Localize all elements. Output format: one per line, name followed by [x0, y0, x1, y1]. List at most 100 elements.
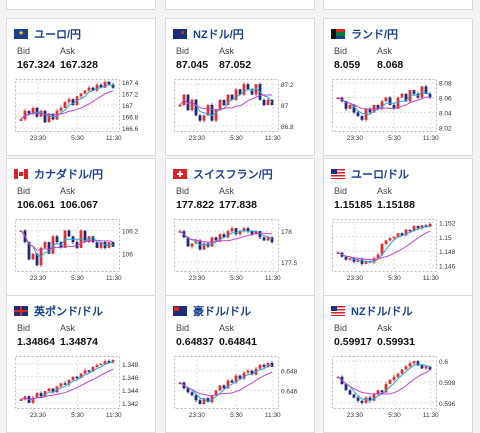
candle-body: [194, 99, 198, 116]
ma-fast-line: [179, 229, 273, 246]
candle-body: [266, 362, 270, 367]
candle-body: [67, 380, 71, 385]
candle-body: [91, 87, 95, 91]
ma-fast-line: [337, 91, 431, 115]
rate-card[interactable]: NZドル/ドル Bid Ask 0.59917 0.59931 0.6 0.598 0.596…: [323, 295, 473, 433]
card-header: カナダドル/円: [14, 167, 103, 181]
ask-value: 177.838: [219, 199, 257, 211]
candle-body: [43, 110, 47, 123]
candle-body: [238, 375, 242, 379]
x-tick-label: 23:30: [347, 135, 364, 142]
candle-body: [392, 236, 396, 239]
x-tick-label: 23:30: [30, 135, 47, 142]
candle-body: [246, 228, 250, 232]
pair-title[interactable]: ユーロ/円: [34, 29, 82, 41]
pair-title[interactable]: ランド/円: [351, 29, 399, 41]
candle-body: [222, 385, 226, 389]
card-header: 豪ドル/ドル: [173, 304, 251, 318]
candle-body: [392, 376, 396, 380]
candle-body: [214, 237, 218, 241]
x-tick-label: 23:30: [30, 412, 47, 419]
za-flag-icon: [331, 29, 345, 39]
ma-slow-line: [337, 369, 431, 395]
candle-body: [31, 107, 35, 114]
candle-body: [242, 228, 246, 232]
candle-body: [404, 229, 408, 236]
rate-card[interactable]: ユーロ/ドル Bid Ask 1.15185 1.15188 1.152 1.15 1.148…: [323, 158, 473, 296]
candle-body: [83, 90, 87, 94]
rate-card[interactable]: NZドル/円 Bid Ask 87.045 87.052 87.2 87 86.8 23:30 5…: [165, 18, 315, 156]
candle-body: [59, 107, 63, 111]
candle-body: [254, 231, 258, 235]
candle-body: [230, 94, 234, 100]
pair-title[interactable]: 英ポンド/ドル: [34, 306, 104, 318]
rate-card[interactable]: 豪ドル/ドル Bid Ask 0.64837 0.64841 0.648 0.646 23:3…: [165, 295, 315, 433]
candle-body: [242, 84, 246, 95]
y-tick-label: 0.648: [281, 369, 298, 376]
candle-body: [396, 373, 400, 377]
card-partial: [323, 0, 473, 10]
candle-body: [71, 99, 75, 105]
us-flag-icon: [331, 169, 345, 179]
bid-label: Bid: [334, 323, 348, 333]
candle-body: [246, 84, 250, 90]
rate-card[interactable]: ランド/円 Bid Ask 8.059 8.068 8.08 8.06 8.04 8.02 23:…: [323, 18, 473, 156]
pair-title[interactable]: NZドル/円: [193, 29, 244, 41]
x-tick-label: 11:30: [106, 135, 122, 142]
rate-card[interactable]: カナダドル/円 Bid Ask 106.061 106.067 106.2 106 23:30…: [6, 158, 156, 296]
pair-title[interactable]: NZドル/ドル: [351, 306, 413, 318]
candle-body: [424, 225, 428, 227]
bid-label: Bid: [176, 46, 190, 56]
bid-value: 8.059: [334, 59, 361, 71]
card-header: NZドル/ドル: [331, 304, 413, 318]
candle-body: [392, 105, 396, 109]
ask-value: 1.15188: [377, 199, 415, 211]
x-tick-label: 11:30: [423, 412, 439, 419]
pair-title[interactable]: カナダドル/円: [34, 169, 104, 181]
bid-value: 167.324: [17, 59, 55, 71]
candle-body: [186, 237, 190, 247]
price-chart: 87.2 87 86.8 23:30 5:30 11:30: [174, 79, 294, 142]
candle-body: [99, 242, 103, 248]
y-tick-label: 1.146: [439, 263, 456, 270]
candle-body: [368, 397, 372, 401]
candle-body: [99, 363, 103, 366]
y-tick-label: 1.152: [439, 221, 456, 228]
candle-body: [404, 93, 408, 102]
bid-label: Bid: [17, 46, 31, 56]
candle-body: [210, 395, 214, 403]
candle-body: [408, 229, 412, 232]
x-tick-label: 23:30: [347, 412, 364, 419]
y-tick-label: 0.6: [439, 359, 448, 366]
candle-body: [31, 397, 35, 403]
candle-body: [190, 392, 194, 396]
bid-label: Bid: [334, 46, 348, 56]
candle-body: [35, 393, 39, 398]
candle-body: [190, 243, 194, 247]
candle-body: [198, 115, 202, 121]
pair-title[interactable]: スイスフラン/円: [193, 169, 273, 181]
ask-value: 167.328: [60, 59, 98, 71]
rate-card[interactable]: 英ポンド/ドル Bid Ask 1.34864 1.34874 1.348 1.346 1.3…: [6, 295, 156, 433]
candle-body: [87, 370, 91, 372]
candle-body: [250, 370, 254, 375]
candle-body: [91, 367, 95, 372]
rate-card[interactable]: スイスフラン/円 Bid Ask 177.822 177.838 178 177.5 23:3…: [165, 158, 315, 296]
candle-body: [388, 238, 392, 241]
candle-body: [83, 370, 87, 374]
gb-flag-icon: [14, 306, 28, 316]
candle-body: [250, 231, 254, 235]
y-tick-label: 166.8: [122, 115, 139, 122]
pair-title[interactable]: ユーロ/ドル: [351, 169, 410, 181]
candle-body: [63, 102, 67, 108]
candle-body: [226, 231, 230, 238]
x-tick-label: 5:30: [230, 135, 243, 142]
bid-value: 0.64837: [176, 336, 214, 348]
ma-slow-line: [20, 230, 114, 251]
candle-body: [396, 233, 400, 237]
rate-card[interactable]: ★ ユーロ/円 Bid Ask 167.324 167.328 167.4 167.2 167 1…: [6, 18, 156, 156]
pair-title[interactable]: 豪ドル/ドル: [193, 306, 252, 318]
candle-body: [91, 236, 95, 243]
ask-value: 8.068: [377, 59, 404, 71]
candle-body: [190, 99, 194, 111]
